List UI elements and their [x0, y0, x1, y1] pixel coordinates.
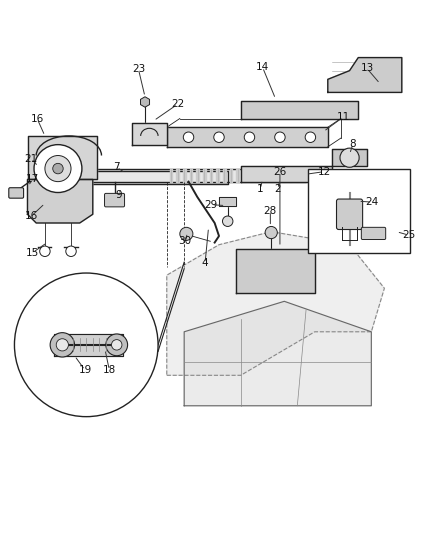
Text: 26: 26: [273, 167, 286, 176]
Circle shape: [34, 144, 82, 192]
Text: 1: 1: [257, 184, 264, 194]
Polygon shape: [219, 197, 237, 206]
Polygon shape: [167, 127, 328, 147]
Bar: [276, 169, 279, 182]
Text: 11: 11: [336, 112, 350, 122]
Text: 16: 16: [25, 212, 38, 221]
Polygon shape: [167, 232, 385, 375]
Bar: [290, 169, 292, 182]
Text: 17: 17: [26, 174, 39, 184]
Circle shape: [275, 132, 285, 142]
Circle shape: [106, 334, 127, 356]
Text: 12: 12: [318, 167, 331, 176]
Text: 24: 24: [366, 197, 379, 207]
Polygon shape: [241, 166, 332, 182]
FancyBboxPatch shape: [80, 169, 306, 182]
Bar: [296, 169, 299, 182]
Bar: [269, 169, 272, 182]
Circle shape: [265, 227, 277, 239]
Text: 29: 29: [205, 200, 218, 209]
Polygon shape: [28, 136, 97, 180]
Circle shape: [56, 339, 68, 351]
Text: 7: 7: [113, 162, 120, 172]
Polygon shape: [332, 149, 367, 166]
Polygon shape: [132, 123, 167, 144]
Text: 14: 14: [256, 62, 269, 72]
Text: 21: 21: [25, 154, 38, 164]
Bar: [190, 169, 192, 182]
Bar: [177, 169, 179, 182]
Circle shape: [40, 246, 50, 256]
Bar: [263, 169, 265, 182]
Text: 8: 8: [350, 139, 357, 149]
Bar: [230, 169, 232, 182]
Text: 18: 18: [102, 365, 116, 375]
Text: 4: 4: [202, 258, 208, 268]
Circle shape: [305, 132, 316, 142]
Circle shape: [340, 148, 359, 167]
Circle shape: [53, 163, 63, 174]
Bar: [243, 169, 246, 182]
Polygon shape: [80, 171, 228, 184]
Circle shape: [45, 156, 71, 182]
FancyBboxPatch shape: [361, 228, 386, 239]
Bar: [216, 169, 219, 182]
Bar: [210, 169, 212, 182]
Bar: [170, 169, 173, 182]
Text: 23: 23: [132, 64, 145, 74]
Polygon shape: [241, 101, 358, 118]
Bar: [183, 169, 186, 182]
Polygon shape: [184, 301, 371, 406]
Bar: [236, 169, 239, 182]
Circle shape: [180, 228, 193, 240]
Text: 15: 15: [26, 247, 39, 257]
Bar: [196, 169, 199, 182]
Circle shape: [14, 273, 158, 417]
Text: 2: 2: [275, 184, 281, 194]
Bar: [223, 169, 226, 182]
Circle shape: [214, 132, 224, 142]
Polygon shape: [28, 180, 93, 223]
Bar: [256, 169, 259, 182]
Circle shape: [112, 340, 122, 350]
Bar: [203, 169, 206, 182]
Bar: [250, 169, 252, 182]
Text: 25: 25: [402, 230, 415, 240]
Polygon shape: [53, 334, 123, 356]
Text: 13: 13: [360, 63, 374, 74]
FancyBboxPatch shape: [9, 188, 24, 198]
Text: 28: 28: [264, 206, 277, 216]
Text: 22: 22: [171, 99, 184, 109]
Polygon shape: [328, 58, 402, 92]
Circle shape: [223, 216, 233, 227]
Text: 30: 30: [179, 236, 191, 246]
Circle shape: [66, 246, 76, 256]
Text: 19: 19: [78, 365, 92, 375]
Text: 16: 16: [31, 114, 44, 124]
Polygon shape: [237, 249, 315, 293]
Circle shape: [50, 333, 74, 357]
Circle shape: [244, 132, 254, 142]
Bar: [308, 168, 410, 254]
Circle shape: [184, 132, 194, 142]
Bar: [283, 169, 286, 182]
FancyBboxPatch shape: [336, 199, 363, 230]
FancyBboxPatch shape: [105, 193, 124, 207]
Text: 9: 9: [116, 190, 122, 200]
